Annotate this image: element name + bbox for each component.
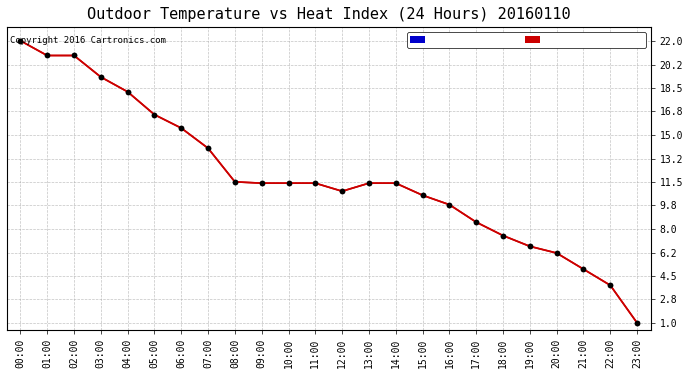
Legend: Heat Index  (°F), Temperature  (°F): Heat Index (°F), Temperature (°F) <box>407 32 646 48</box>
Title: Outdoor Temperature vs Heat Index (24 Hours) 20160110: Outdoor Temperature vs Heat Index (24 Ho… <box>87 7 571 22</box>
Text: Copyright 2016 Cartronics.com: Copyright 2016 Cartronics.com <box>10 36 166 45</box>
